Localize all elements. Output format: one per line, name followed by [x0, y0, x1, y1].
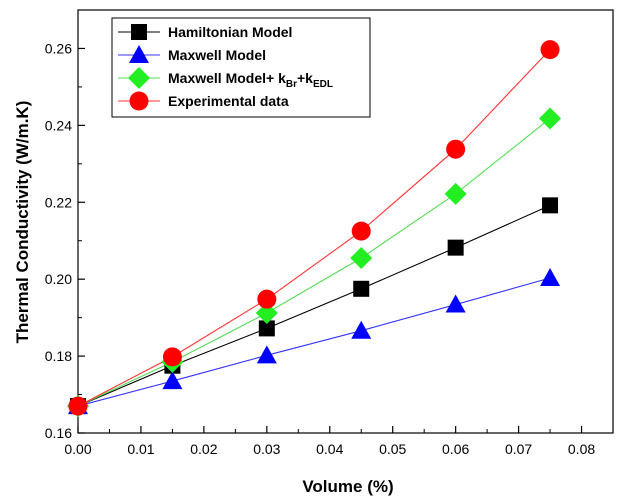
data-point-square	[258, 320, 275, 337]
legend-marker-triangle	[129, 45, 149, 63]
data-point-triangle	[256, 345, 277, 364]
legend-marker-circle	[129, 91, 149, 111]
legend-label: Experimental data	[168, 93, 289, 109]
x-tick-labels: 0.00 0.01 0.02 0.03 0.04 0.05 0.06 0.07 0.08	[64, 441, 595, 457]
data-point-circle	[351, 221, 371, 241]
data-point-diamond	[255, 302, 278, 325]
legend: Hamiltonian Model Maxwell Model Maxwell Mo…	[111, 17, 371, 118]
x-tick-label: 0.07	[505, 441, 532, 457]
x-tick-label: 0.04	[316, 441, 343, 457]
legend-label: Maxwell Model	[168, 47, 266, 63]
legend-label: Maxwell Model+ kBr+kEDL	[168, 70, 333, 90]
legend-marker-square	[131, 24, 147, 40]
data-point-diamond	[350, 247, 373, 270]
data-point-square	[353, 280, 370, 297]
y-tick-label: 0.26	[45, 40, 72, 56]
legend-label: Hamiltonian Model	[168, 24, 292, 40]
x-tick-label: 0.02	[190, 441, 217, 457]
plot-frame	[77, 9, 614, 434]
y-tick-label: 0.16	[45, 425, 72, 441]
y-tick-label: 0.18	[45, 348, 72, 364]
data-point-circle	[540, 40, 560, 60]
x-tick-label: 0.00	[64, 441, 91, 457]
data-point-circle	[162, 347, 182, 367]
y-tick-labels: 0.16 0.18 0.20 0.22 0.24 0.26	[45, 40, 72, 441]
series-line-square	[77, 204, 551, 407]
y-axis-title: Thermal Conductivity (W/m.K)	[13, 101, 32, 344]
data-point-diamond	[444, 182, 467, 205]
data-point-triangle	[351, 320, 372, 339]
data-point-triangle	[162, 371, 183, 390]
data-point-diamond	[539, 107, 562, 130]
x-tick-label: 0.06	[442, 441, 469, 457]
data-point-square	[542, 197, 559, 214]
x-tick-label: 0.01	[127, 441, 154, 457]
y-tick-label: 0.24	[45, 117, 72, 133]
data-point-square	[447, 239, 464, 256]
series-line-circle	[77, 49, 551, 407]
x-tick-label: 0.03	[253, 441, 280, 457]
series-lines	[77, 49, 551, 407]
x-tick-label: 0.05	[379, 441, 406, 457]
data-point-circle	[446, 139, 466, 159]
series-line-diamond	[77, 118, 551, 407]
legend-marker-diamond	[128, 67, 150, 89]
data-point-triangle	[540, 268, 561, 287]
x-tick-label: 0.08	[568, 441, 595, 457]
series-line-triangle	[77, 277, 551, 407]
series-markers	[67, 40, 562, 418]
data-point-circle	[257, 289, 277, 309]
y-tick-label: 0.20	[45, 271, 72, 287]
data-point-triangle	[445, 294, 466, 313]
x-axis-title: Volume (%)	[302, 477, 393, 496]
y-tick-label: 0.22	[45, 194, 72, 210]
axis-ticks	[77, 9, 614, 434]
data-point-circle	[68, 396, 88, 416]
